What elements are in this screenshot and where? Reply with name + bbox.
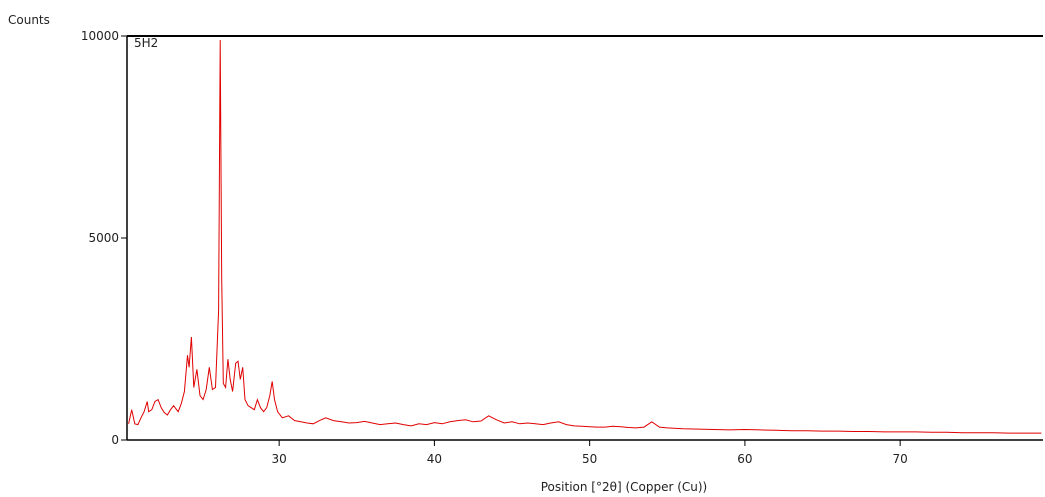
y-axis: 0 5000 10000 [81,29,127,447]
y-tick-label: 10000 [81,29,119,43]
x-tick-label: 40 [427,452,442,466]
x-axis: 30 40 50 60 70 [272,440,908,466]
y-axis-title: Counts [8,13,50,27]
x-tick-label: 70 [893,452,908,466]
sample-label: 5H2 [134,36,158,50]
x-tick-label: 60 [737,452,752,466]
y-tick-label: 5000 [88,231,119,245]
diffraction-series-line [128,39,1042,434]
x-tick-label: 50 [582,452,597,466]
y-tick-label: 0 [111,433,119,447]
x-axis-title: Position [°2θ] (Copper (Cu)) [541,480,708,494]
x-tick-label: 30 [272,452,287,466]
